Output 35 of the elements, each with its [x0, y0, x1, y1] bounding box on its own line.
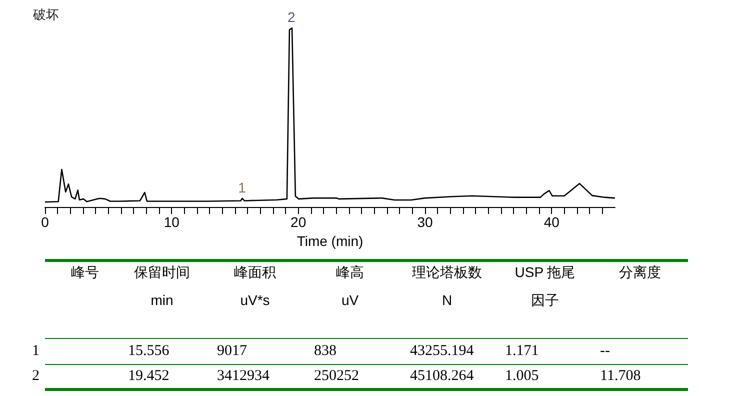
text: uV [341, 292, 359, 308]
text: 2 [32, 368, 40, 385]
x-tick-label: 10 [164, 214, 180, 230]
text: 因子 [531, 292, 559, 310]
text: 43255.194 [410, 343, 474, 360]
text: 838 [314, 343, 336, 360]
text: 峰号 [71, 264, 99, 282]
x-axis-title: Time (min) [296, 232, 364, 249]
text: 19.452 [128, 368, 170, 385]
text: 分离度 [619, 264, 661, 282]
text: min [150, 292, 174, 308]
text: -- [600, 343, 610, 360]
text: 保留时间 [134, 264, 190, 282]
text: 理论塔板数 [412, 264, 482, 282]
text: 峰面积 [234, 264, 276, 282]
text: 11.708 [600, 368, 641, 385]
x-tick-label: 0 [41, 214, 50, 230]
text: 15.556 [128, 343, 170, 360]
x-tick-label: 30 [417, 214, 433, 230]
text: uV*s [240, 292, 270, 308]
text: 9017 [217, 343, 247, 360]
text: 1 [32, 343, 40, 360]
chart-title: 破坏 [32, 8, 59, 23]
text: N [442, 292, 452, 308]
text: USP 拖尾 [514, 264, 576, 282]
text: 1.171 [505, 343, 539, 360]
text: 峰高 [336, 264, 364, 282]
x-tick-label: 20 [290, 214, 306, 230]
annotation: 1 [238, 179, 246, 196]
x-tick-label: 40 [544, 214, 560, 230]
text: 45108.264 [410, 368, 474, 385]
annotation: 2 [287, 9, 296, 25]
text: 1.005 [505, 368, 539, 385]
text: 250252 [314, 368, 359, 385]
text: 3412934 [217, 368, 270, 385]
